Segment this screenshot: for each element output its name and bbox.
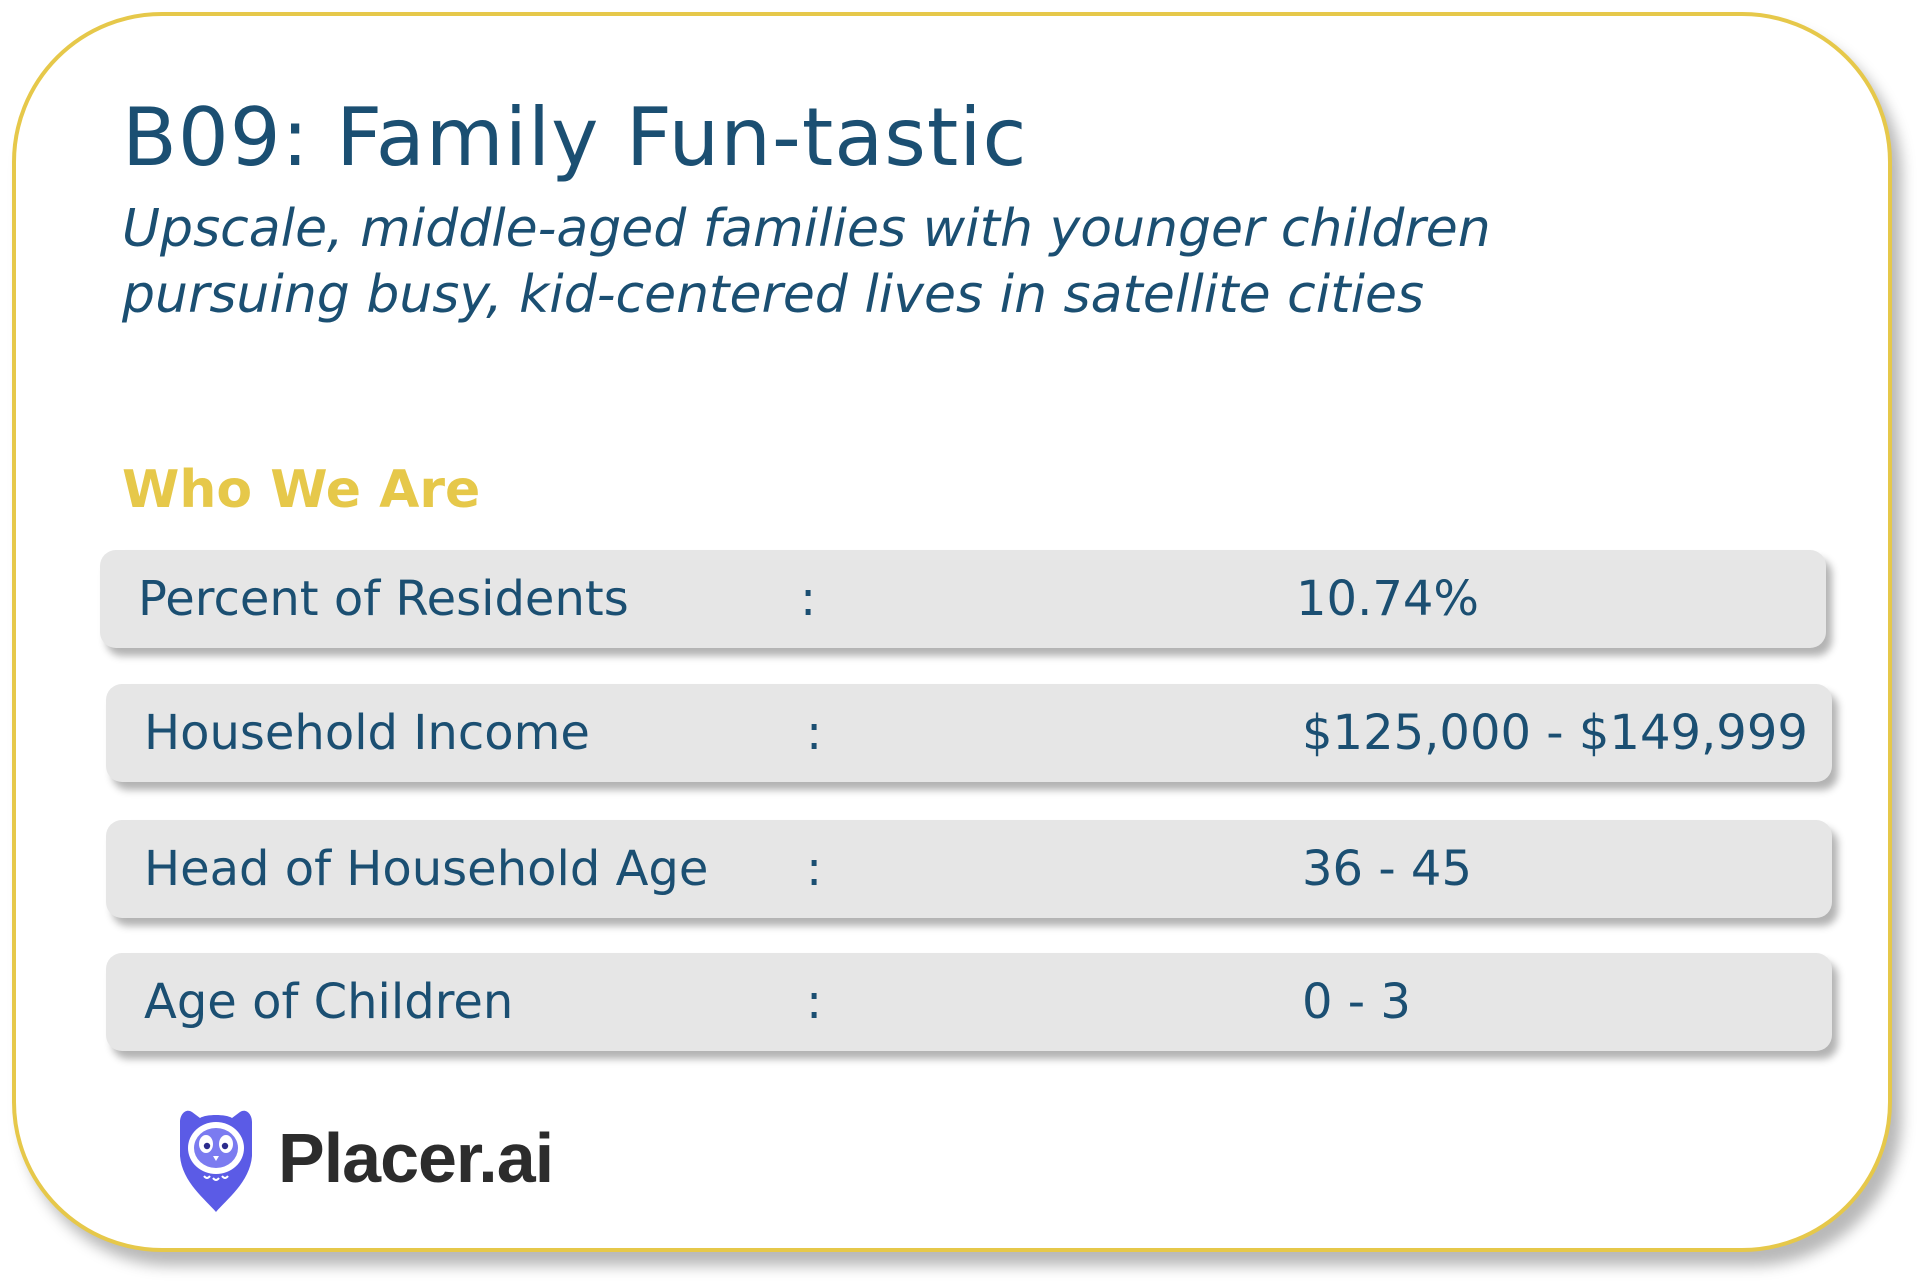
stat-value: 0 - 3: [1302, 974, 1411, 1030]
stat-separator: :: [806, 705, 823, 761]
stat-separator: :: [806, 974, 823, 1030]
owl-pin-icon: [180, 1110, 252, 1212]
page-subtitle: Upscale, middle-aged families with young…: [122, 196, 1722, 328]
stat-separator: :: [800, 571, 817, 627]
subtitle-line-2: pursuing busy, kid-centered lives in sat…: [122, 265, 1425, 325]
stat-row-percent-residents: Percent of Residents : 10.74%: [100, 550, 1826, 648]
stat-separator: :: [806, 841, 823, 897]
subtitle-line-1: Upscale, middle-aged families with young…: [122, 199, 1491, 259]
placer-logo: Placer.ai: [176, 1100, 554, 1216]
logo-text: Placer.ai: [278, 1119, 554, 1197]
stat-row-head-of-household-age: Head of Household Age : 36 - 45: [106, 820, 1832, 918]
profile-card: B09: Family Fun-tastic Upscale, middle-a…: [12, 12, 1892, 1252]
stat-label: Percent of Residents: [138, 571, 629, 627]
stat-label: Household Income: [144, 705, 590, 761]
section-heading: Who We Are: [122, 460, 481, 520]
stat-value: $125,000 - $149,999: [1302, 705, 1808, 761]
stat-row-age-of-children: Age of Children : 0 - 3: [106, 953, 1832, 1051]
stat-value: 36 - 45: [1302, 841, 1472, 897]
stat-label: Age of Children: [144, 974, 514, 1030]
stat-value: 10.74%: [1296, 571, 1480, 627]
page-title: B09: Family Fun-tastic: [122, 91, 1028, 184]
stat-row-household-income: Household Income : $125,000 - $149,999: [106, 684, 1832, 782]
stat-label: Head of Household Age: [144, 841, 709, 897]
